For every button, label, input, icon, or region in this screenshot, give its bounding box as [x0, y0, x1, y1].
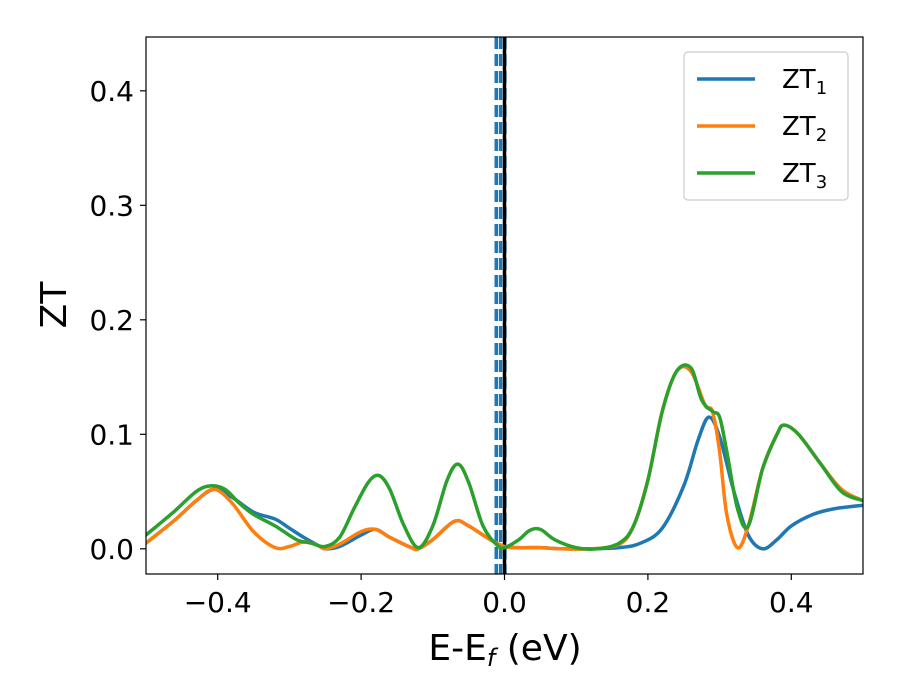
series-line-zt3	[146, 363, 863, 551]
series-line-zt2	[146, 364, 863, 552]
y-axis-title: ZT	[34, 281, 75, 329]
y-tick-label: 0.1	[89, 418, 134, 451]
x-tick-label: 0.2	[626, 586, 671, 619]
x-axis-title-unit: (eV)	[495, 628, 581, 669]
legend-box	[683, 51, 849, 201]
x-axis-ticks: −0.4 −0.2 0.0 0.2 0.4	[184, 574, 814, 619]
y-tick-label: 0.3	[89, 189, 134, 222]
legend-label-zt3: ZT3	[782, 159, 827, 193]
legend-label-zt2: ZT2	[782, 112, 827, 146]
y-tick-label: 0.2	[89, 304, 134, 337]
y-tick-label: 0.0	[89, 533, 134, 566]
reference-lines	[494, 37, 507, 574]
legend-label-zt1: ZT1	[782, 65, 827, 99]
x-tick-label: −0.2	[327, 586, 395, 619]
legend: ZT1 ZT2 ZT3	[683, 51, 849, 201]
x-tick-label: 0.4	[769, 586, 814, 619]
x-axis-title: E-Ef (eV)	[428, 628, 581, 672]
y-axis-ticks: 0.0 0.1 0.2 0.3 0.4	[89, 75, 146, 566]
x-tick-label: 0.0	[482, 586, 527, 619]
x-tick-label: −0.4	[184, 586, 252, 619]
y-tick-label: 0.4	[89, 75, 134, 108]
series-lines	[146, 363, 863, 552]
